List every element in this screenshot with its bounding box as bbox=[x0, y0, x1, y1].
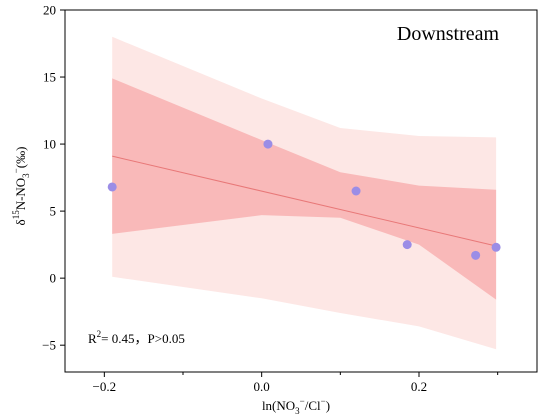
confidence-band bbox=[112, 78, 497, 300]
r2-prefix: R bbox=[88, 331, 97, 346]
y-axis-label: δ15N-NO3−(‰) bbox=[11, 147, 31, 226]
y-tick-label: 10 bbox=[43, 137, 56, 152]
y-tick-label: 20 bbox=[43, 3, 56, 18]
y-tick-label: 5 bbox=[50, 204, 57, 219]
x-tick-label: 0.2 bbox=[411, 379, 427, 394]
x-axis-ticks: −0.2 0.0 0.2 bbox=[93, 372, 499, 394]
data-point-4 bbox=[402, 240, 412, 250]
x-tick-label: −0.2 bbox=[93, 379, 117, 394]
plot-frame bbox=[64, 9, 538, 373]
data-point-3 bbox=[351, 186, 361, 196]
y-tick-label: 15 bbox=[43, 70, 56, 85]
data-point-1 bbox=[107, 182, 117, 192]
confidence-band-area bbox=[112, 78, 497, 300]
r2-exponent: 2 bbox=[97, 329, 102, 339]
x-axis-label: ln(NO3−/Cl−) bbox=[262, 396, 330, 416]
r2-annotation: R2= 0.45，P>0.05 bbox=[88, 329, 185, 346]
y-axis-ticks: −5 0 5 10 15 20 bbox=[42, 3, 65, 353]
data-point-2 bbox=[263, 139, 273, 149]
r2-value: = 0.45，P>0.05 bbox=[101, 331, 185, 346]
data-point-5 bbox=[471, 250, 481, 260]
data-point-6 bbox=[491, 242, 501, 252]
chart-title: Downstream bbox=[397, 23, 500, 45]
y-tick-label: −5 bbox=[42, 338, 56, 353]
data-points bbox=[107, 139, 501, 260]
y-tick-label: 0 bbox=[50, 271, 57, 286]
x-tick-label: 0.0 bbox=[254, 379, 270, 394]
fit-line bbox=[112, 155, 497, 247]
